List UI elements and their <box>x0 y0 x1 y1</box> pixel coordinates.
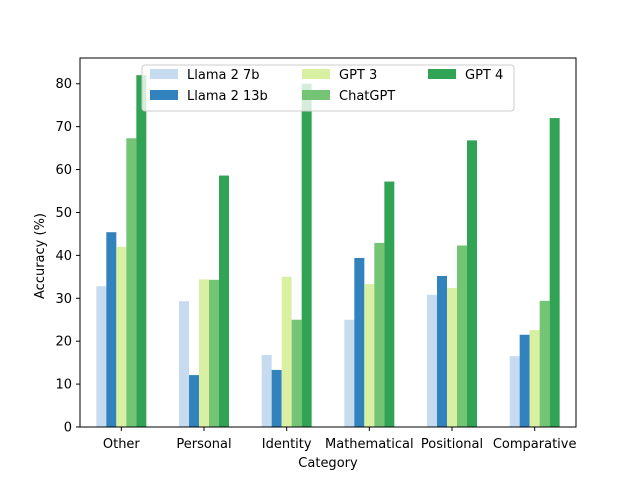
x-tick-label-identity: Identity <box>262 437 312 452</box>
x-tick-label-comparative: Comparative <box>493 437 577 452</box>
x-axis: Other Personal Identity Mathematical Positio… <box>103 427 577 452</box>
plot-frame <box>79 57 577 428</box>
bar-gpt-4-identity <box>301 83 312 427</box>
bar-chatgpt-personal <box>209 279 219 427</box>
y-tick-label: 60 <box>55 163 72 178</box>
legend-label-chatgpt: ChatGPT <box>339 89 395 104</box>
legend: Llama 2 7b Llama 2 13b GPT 3 ChatGPT GPT 4 <box>141 64 515 112</box>
bar-llama-2-7b-comparative <box>509 356 520 427</box>
bar-llama-2-13b-other <box>106 232 117 427</box>
y-tick-label: 80 <box>55 77 72 92</box>
bar-gpt-3-personal <box>199 279 209 427</box>
bar-chatgpt-other <box>126 138 137 427</box>
bar-gpt-3-comparative <box>529 330 540 427</box>
legend-label-gpt-3: GPT 3 <box>339 68 377 83</box>
y-tick-label: 10 <box>55 378 72 393</box>
bar-llama-2-7b-other <box>96 286 107 427</box>
bar-gpt-3-positional <box>447 287 457 427</box>
legend-label-llama-2-7b: Llama 2 7b <box>187 68 260 83</box>
legend-swatch-chatgpt <box>302 90 330 100</box>
bar-gpt-3-identity <box>281 276 292 427</box>
bar-gpt-4-personal <box>219 175 229 427</box>
legend-label-gpt-4: GPT 4 <box>465 68 503 83</box>
y-tick-label: 0 <box>64 421 72 436</box>
bar-llama-2-7b-mathematical <box>344 319 355 427</box>
x-tick-label-positional: Positional <box>421 437 483 452</box>
bar-llama-2-7b-identity <box>261 354 272 427</box>
y-axis: 0 10 20 30 40 50 60 70 80 <box>55 77 80 436</box>
bar-llama-2-13b-personal <box>189 375 199 427</box>
bar-llama-2-13b-positional <box>437 275 447 427</box>
bar-gpt-4-comparative <box>549 118 560 428</box>
bar-chatgpt-identity <box>291 319 302 427</box>
bar-llama-2-7b-positional <box>427 294 437 427</box>
bar-chatgpt-positional <box>457 245 467 427</box>
legend-swatch-gpt-4 <box>428 69 456 79</box>
x-tick-label-mathematical: Mathematical <box>325 437 414 452</box>
y-tick-label: 70 <box>55 120 72 135</box>
x-tick-label-other: Other <box>103 437 141 452</box>
bar-gpt-4-other <box>136 75 147 428</box>
bar-gpt-3-other <box>116 246 127 427</box>
bar-llama-2-13b-identity <box>271 369 282 427</box>
bar-chatgpt-mathematical <box>374 242 385 427</box>
legend-swatch-llama-2-13b <box>150 90 178 100</box>
bar-gpt-4-positional <box>467 140 477 427</box>
bar-gpt-3-mathematical <box>364 284 375 427</box>
y-tick-label: 30 <box>55 292 72 307</box>
y-tick-label: 20 <box>55 335 72 350</box>
legend-swatch-gpt-3 <box>302 69 330 79</box>
bar-llama-2-13b-comparative <box>519 334 530 427</box>
bar-llama-2-13b-mathematical <box>354 257 365 427</box>
x-axis-title: Category <box>298 456 358 471</box>
y-axis-title: Accuracy (%) <box>33 213 48 299</box>
legend-swatch-llama-2-7b <box>150 69 178 79</box>
legend-label-llama-2-13b: Llama 2 13b <box>187 89 268 104</box>
bar-gpt-4-mathematical <box>384 181 395 427</box>
y-tick-label: 40 <box>55 249 72 264</box>
bar-llama-2-7b-personal <box>179 301 189 427</box>
y-tick-label: 50 <box>55 206 72 221</box>
x-tick-label-personal: Personal <box>176 437 231 452</box>
bars-group <box>96 75 560 428</box>
bar-chatgpt-comparative <box>539 300 550 427</box>
legend-box <box>141 64 515 112</box>
